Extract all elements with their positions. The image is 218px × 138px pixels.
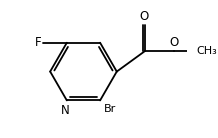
Text: O: O (169, 36, 179, 49)
Text: F: F (35, 36, 41, 49)
Text: Br: Br (104, 104, 116, 114)
Text: CH₃: CH₃ (196, 46, 217, 56)
Text: N: N (61, 104, 70, 117)
Text: O: O (139, 10, 148, 23)
